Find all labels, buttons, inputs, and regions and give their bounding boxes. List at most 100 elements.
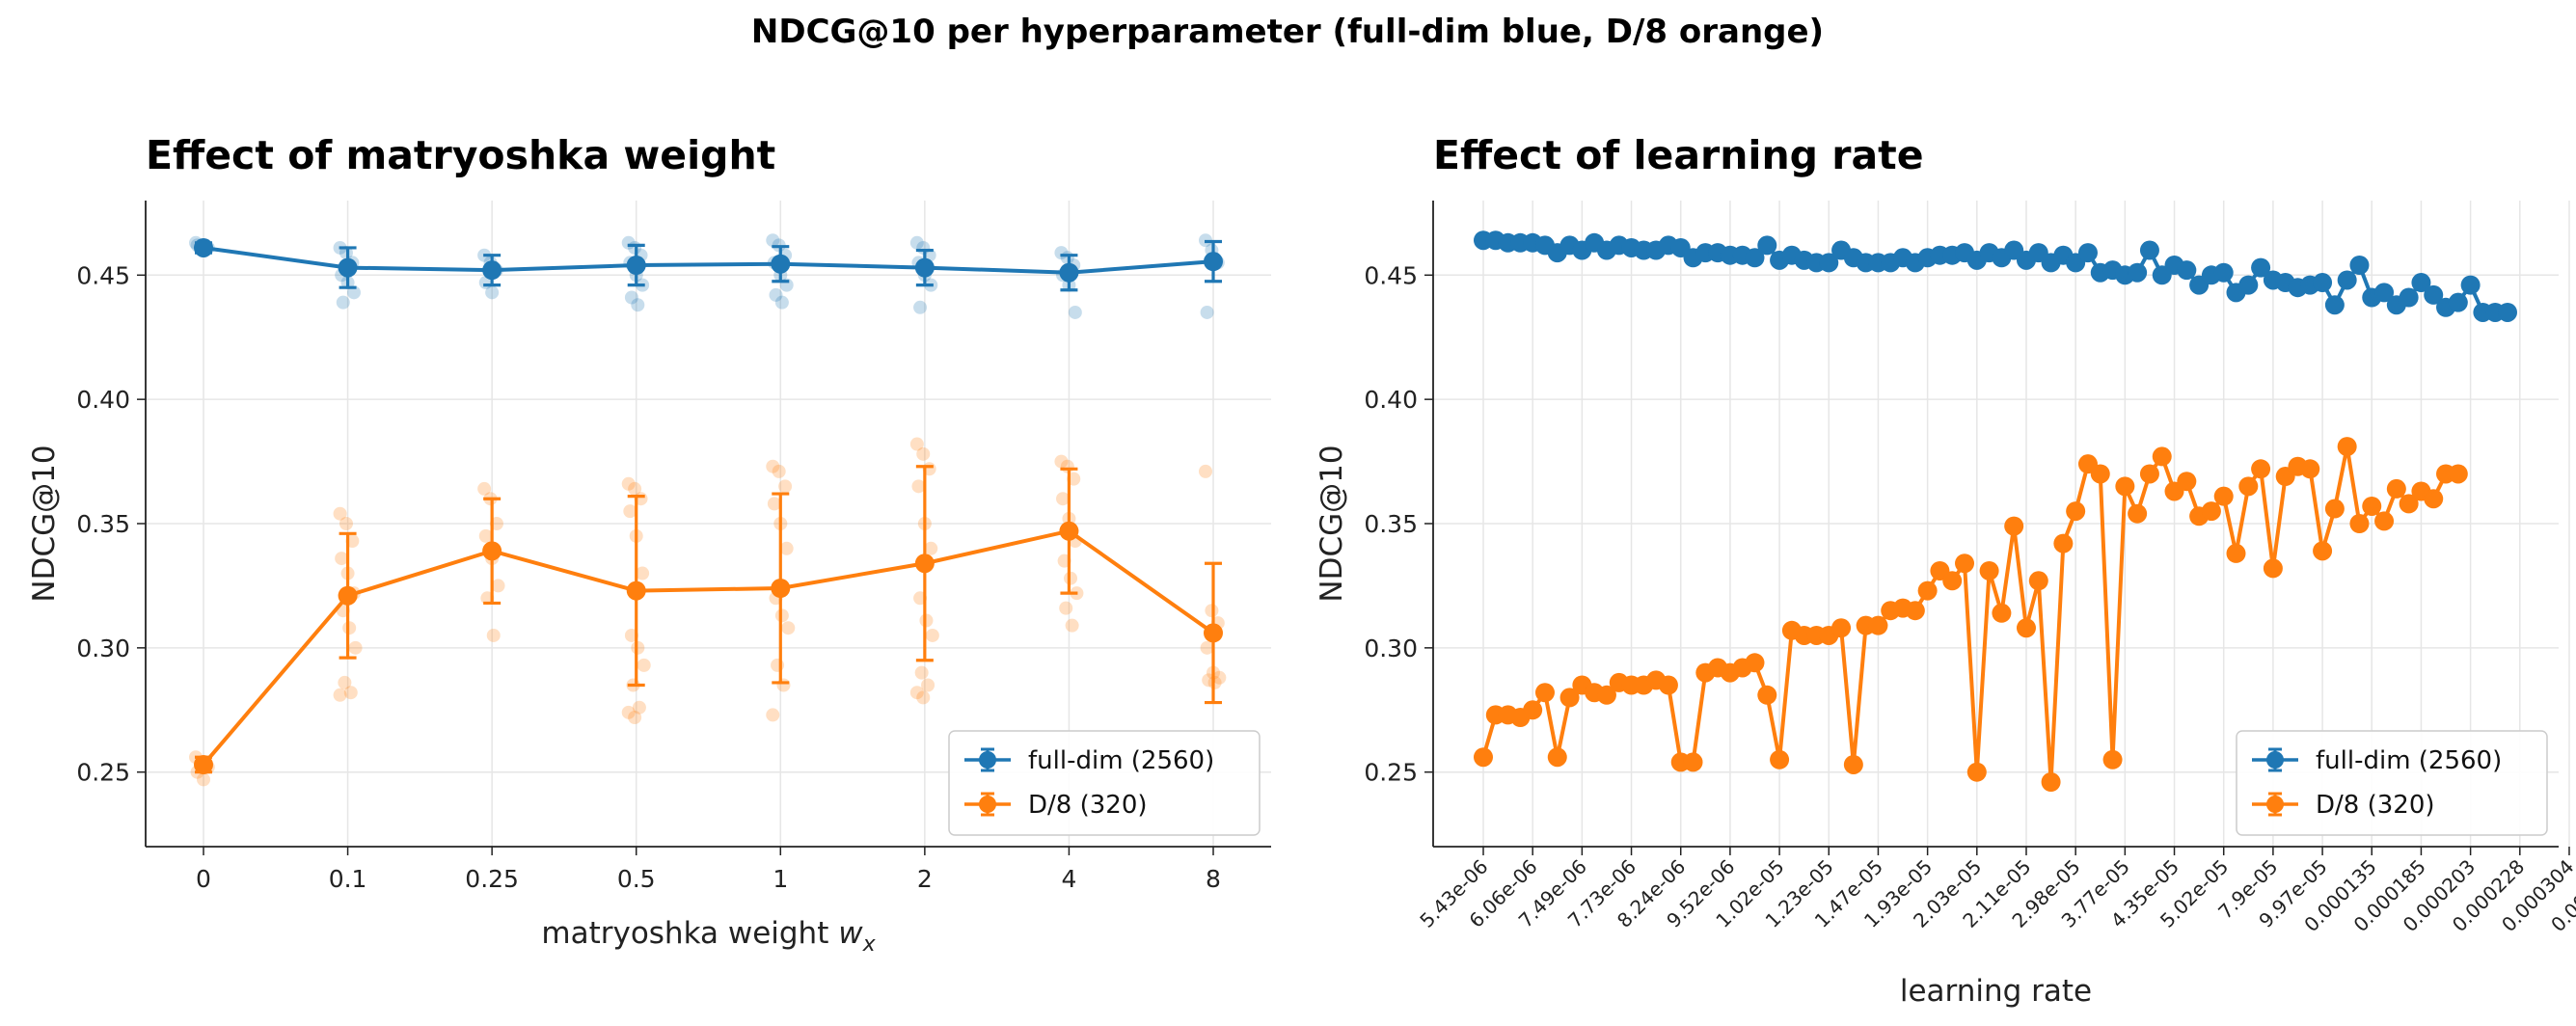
run-point xyxy=(767,497,781,511)
run-point xyxy=(909,437,924,451)
run-point xyxy=(774,608,789,623)
run-point xyxy=(781,621,796,635)
run-point xyxy=(916,690,931,705)
run-point xyxy=(346,285,361,300)
run-point xyxy=(771,658,785,672)
legend-marker xyxy=(979,751,996,769)
data-point xyxy=(2324,295,2345,315)
data-point xyxy=(2177,472,2197,492)
legend-label: full-dim (2560) xyxy=(1028,746,1214,775)
data-point xyxy=(1559,688,1580,708)
run-point xyxy=(628,481,642,496)
run-point xyxy=(772,464,786,478)
run-point xyxy=(913,300,928,314)
run-point xyxy=(921,678,935,692)
run-point xyxy=(491,579,505,593)
panel-title: Effect of matryoshka weight xyxy=(146,132,775,178)
data-point xyxy=(1474,747,1493,768)
legend-marker xyxy=(979,796,996,813)
data-point xyxy=(2213,486,2234,506)
y-axis-label: NDCG@10 xyxy=(1315,445,1349,602)
run-point xyxy=(1200,640,1214,655)
run-point xyxy=(769,287,783,302)
data-point xyxy=(2115,476,2135,497)
x-tick-label: 0.1 xyxy=(329,865,367,893)
data-point xyxy=(2362,496,2382,516)
legend-box xyxy=(2236,730,2548,836)
run-point xyxy=(1199,464,1212,478)
mean-marker xyxy=(194,754,213,774)
data-point xyxy=(2411,273,2431,293)
legend-label: D/8 (320) xyxy=(1028,791,1148,820)
run-point xyxy=(485,285,500,300)
run-point xyxy=(637,658,651,672)
run-point xyxy=(766,708,780,722)
data-point xyxy=(1523,700,1543,720)
x-axis-label-text: matryoshka weight xyxy=(541,916,838,951)
run-point xyxy=(478,528,493,543)
run-point xyxy=(914,665,929,680)
data-point xyxy=(2139,240,2159,260)
data-point xyxy=(2263,558,2283,579)
run-point xyxy=(343,686,358,700)
run-point xyxy=(1059,601,1073,615)
run-point xyxy=(1200,305,1214,319)
run-point xyxy=(778,479,793,494)
data-point xyxy=(1745,248,1765,268)
data-point xyxy=(1757,685,1777,705)
data-point xyxy=(1770,749,1790,770)
data-point xyxy=(2128,262,2148,283)
mean-marker xyxy=(626,256,646,275)
data-point xyxy=(2213,262,2234,283)
data-point xyxy=(1745,653,1765,673)
legend-label: full-dim (2560) xyxy=(2316,746,2502,775)
data-point xyxy=(1917,580,1938,601)
series-full-dim xyxy=(1474,230,2517,322)
data-point xyxy=(2102,749,2123,770)
run-point xyxy=(909,235,924,250)
data-point xyxy=(2460,275,2481,295)
mean-marker xyxy=(338,257,358,278)
data-point xyxy=(2226,543,2246,563)
x-axis-label: matryoshka weight wx xyxy=(541,916,876,957)
run-point xyxy=(477,481,492,496)
run-point xyxy=(333,506,347,521)
data-point xyxy=(1831,618,1852,638)
data-point xyxy=(2374,283,2395,303)
run-point xyxy=(1056,492,1071,506)
run-point xyxy=(909,686,924,700)
data-point xyxy=(2251,257,2271,278)
data-point xyxy=(2374,511,2395,531)
legend-entry: full-dim (2560) xyxy=(2252,746,2502,775)
run-point xyxy=(333,688,347,702)
y-tick-label: 0.35 xyxy=(76,510,130,538)
x-tick-label: 0 xyxy=(196,865,211,893)
mean-marker xyxy=(194,237,213,257)
figure-suptitle: NDCG@10 per hyperparameter (full-dim blu… xyxy=(751,13,1824,51)
legend-entry: D/8 (320) xyxy=(964,791,1148,820)
run-point xyxy=(911,479,926,494)
run-point xyxy=(621,476,636,491)
data-point xyxy=(1596,685,1616,705)
y-tick-label: 0.45 xyxy=(1364,261,1418,289)
legend-marker xyxy=(2266,796,2284,813)
y-tick-label: 0.40 xyxy=(76,386,130,414)
run-point xyxy=(621,705,636,719)
data-point xyxy=(2300,459,2320,479)
legend-label: D/8 (320) xyxy=(2316,791,2435,820)
data-point xyxy=(2077,243,2098,263)
data-point xyxy=(2399,494,2419,514)
data-point xyxy=(1658,675,1678,695)
x-axis-label: learning rate xyxy=(1900,974,2092,1009)
data-point xyxy=(2041,772,2061,792)
data-point xyxy=(2238,476,2259,497)
mean-marker xyxy=(1059,521,1079,541)
x-tick-label: 0.5 xyxy=(617,865,656,893)
mean-marker xyxy=(482,260,502,281)
data-point xyxy=(2177,260,2197,281)
data-point xyxy=(1757,235,1777,256)
data-point xyxy=(2386,478,2406,499)
data-point xyxy=(2424,489,2444,509)
x-tick-label: 1 xyxy=(773,865,788,893)
